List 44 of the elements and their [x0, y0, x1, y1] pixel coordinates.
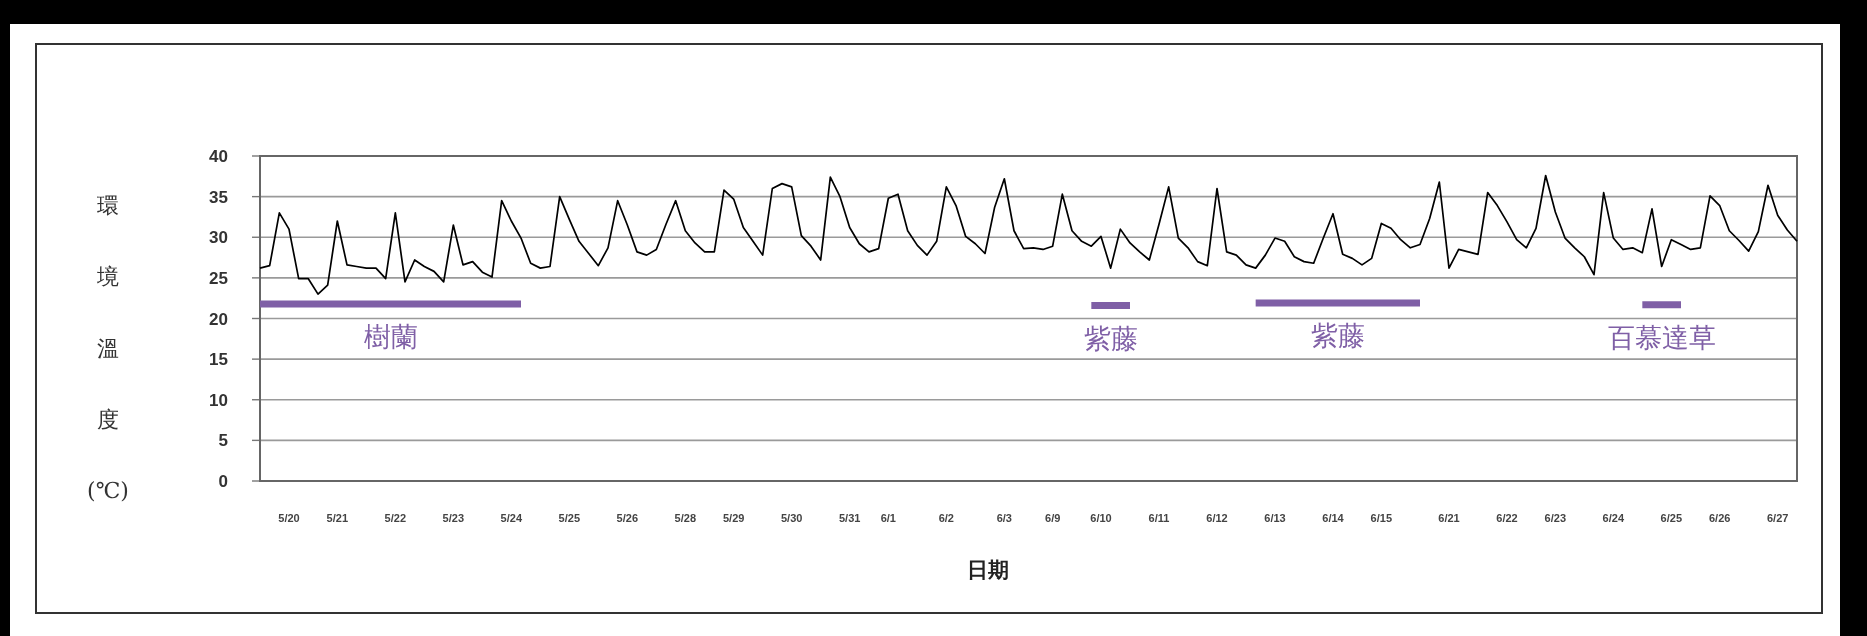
- text: 環境溫度(℃): [87, 193, 129, 503]
- y-tick-label: 20: [209, 309, 228, 329]
- x-tick-label: 6/12: [1206, 512, 1228, 524]
- x-tick-label: 6/9: [1045, 512, 1061, 524]
- x-tick-label: 6/10: [1090, 512, 1112, 524]
- y-tick-label: 35: [209, 187, 228, 207]
- x-tick-label: 6/15: [1370, 512, 1393, 524]
- y-tick-label: 5: [218, 431, 228, 451]
- x-axis-title: 日期: [967, 558, 1009, 581]
- x-tick-label: 5/23: [442, 512, 465, 524]
- x-tick-label: 6/21: [1438, 512, 1460, 524]
- y-tick-label: 15: [209, 350, 228, 370]
- series-label: 樹蘭: [363, 321, 418, 352]
- x-tick-label: 5/29: [722, 512, 745, 524]
- x-tick-label: 5/24: [500, 512, 523, 524]
- x-tick-label: 6/27: [1766, 512, 1789, 524]
- x-tick-label: 6/3: [996, 512, 1012, 524]
- x-tick-label: 6/13: [1264, 512, 1286, 524]
- x-tick-label: 5/25: [558, 512, 581, 524]
- x-tick-label: 5/31: [838, 512, 861, 524]
- x-tick-label: 6/23: [1544, 512, 1567, 524]
- series-label: 紫藤: [1083, 323, 1138, 354]
- y-tick-label: 10: [209, 390, 228, 410]
- x-tick-label: 5/28: [674, 512, 697, 524]
- x-tick-label: 6/2: [938, 512, 954, 524]
- y-tick-label: 30: [209, 228, 228, 248]
- x-tick-label: 6/26: [1708, 512, 1731, 524]
- x-tick-label: 5/21: [326, 512, 349, 524]
- line-series: [259, 174, 1798, 295]
- x-tick-label: 6/24: [1602, 512, 1625, 524]
- x-tick-label: 6/11: [1148, 512, 1170, 524]
- x-tick-label: 6/1: [880, 512, 896, 524]
- y-tick-label: 40: [209, 147, 228, 166]
- y-tick-label: 0: [218, 472, 228, 491]
- series-label: 紫藤: [1310, 321, 1365, 352]
- y-tick-label: 25: [209, 268, 228, 288]
- x-tick-label: 5/22: [384, 512, 407, 524]
- x-tick-label: 5/20: [278, 512, 300, 524]
- x-tick-label: 6/22: [1496, 512, 1518, 524]
- x-tick-label: 5/26: [616, 512, 639, 524]
- series-label: 百慕達草: [1607, 322, 1716, 353]
- x-tick-label: 6/14: [1322, 512, 1345, 524]
- x-tick-label: 6/25: [1660, 512, 1683, 524]
- x-tick-label: 5/30: [780, 512, 803, 524]
